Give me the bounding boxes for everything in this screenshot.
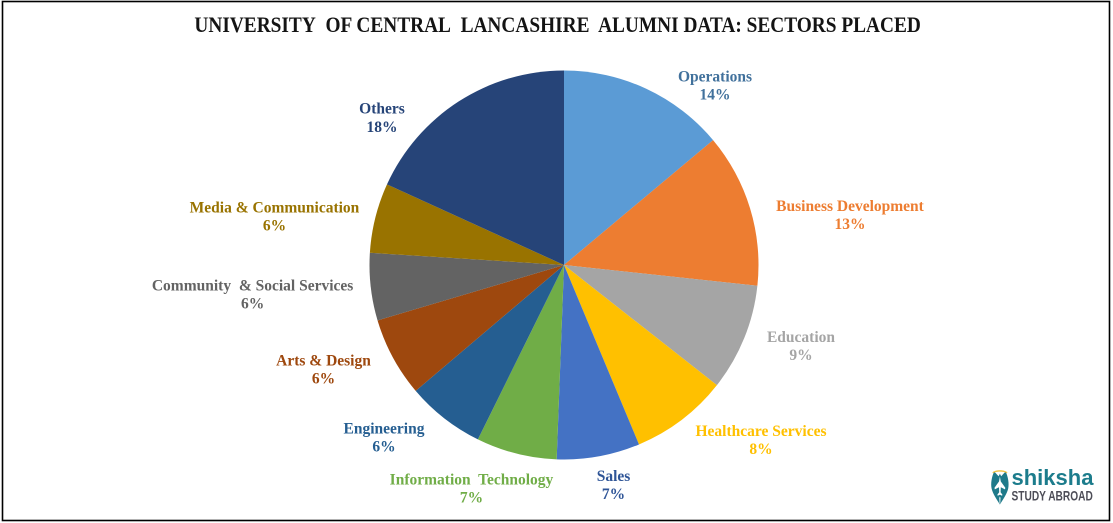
- svg-text:Arts & Design: Arts & Design: [276, 353, 371, 370]
- svg-text:13%: 13%: [835, 216, 866, 233]
- svg-text:Operations: Operations: [678, 68, 752, 85]
- svg-text:8%: 8%: [749, 441, 772, 458]
- svg-text:Information Technology: Information Technology: [390, 472, 554, 489]
- svg-text:7%: 7%: [460, 490, 483, 507]
- svg-text:STUDY ABROAD: STUDY ABROAD: [1012, 488, 1093, 504]
- svg-text:UNIVERSITY OF CENTRAL LANCAS: UNIVERSITY OF CENTRAL LANCASHIRE ALUMNI …: [194, 14, 920, 37]
- svg-text:6%: 6%: [312, 371, 335, 388]
- svg-text:Business Development: Business Development: [776, 198, 925, 215]
- svg-text:shiksha: shiksha: [1012, 465, 1095, 490]
- svg-text:14%: 14%: [700, 86, 731, 103]
- svg-text:Healthcare Services: Healthcare Services: [696, 423, 827, 440]
- svg-text:18%: 18%: [367, 119, 398, 136]
- svg-text:6%: 6%: [372, 439, 395, 456]
- svg-text:7%: 7%: [602, 486, 625, 503]
- svg-text:Media & Communication: Media & Communication: [190, 200, 360, 217]
- svg-text:Engineering: Engineering: [344, 421, 425, 438]
- svg-text:Others: Others: [359, 100, 405, 117]
- svg-text:Community & Social Services: Community & Social Services: [152, 278, 353, 295]
- svg-text:9%: 9%: [789, 347, 812, 364]
- svg-text:Education: Education: [767, 329, 835, 346]
- svg-text:6%: 6%: [241, 296, 264, 313]
- svg-text:6%: 6%: [263, 218, 286, 235]
- svg-text:Sales: Sales: [597, 468, 631, 485]
